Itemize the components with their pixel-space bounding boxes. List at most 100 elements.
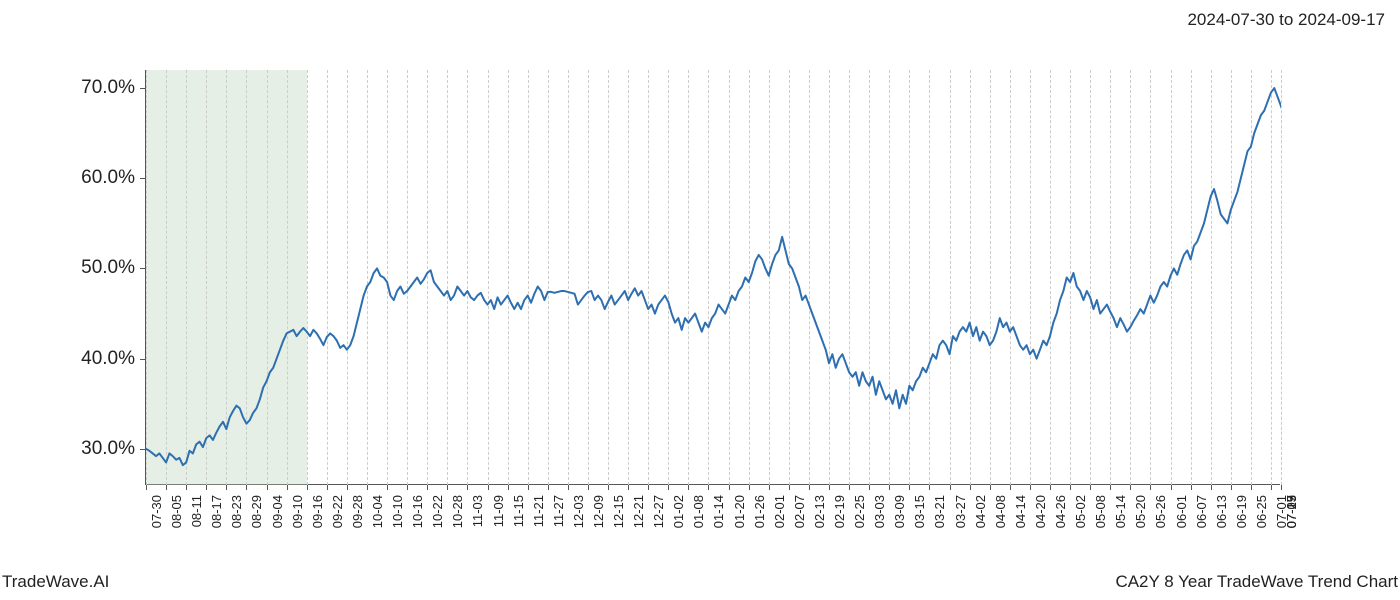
x-tick-label: 01-08 (691, 495, 706, 528)
x-tick-mark (1030, 485, 1031, 490)
chart-container: 30.0%40.0%50.0%60.0%70.0% 07-3008-0508-1… (145, 70, 1280, 485)
x-tick-label: 06-25 (1254, 495, 1269, 528)
x-tick-label: 04-14 (1013, 495, 1028, 528)
x-tick-mark (1150, 485, 1151, 490)
x-tick-mark (990, 485, 991, 490)
x-tick-mark (1110, 485, 1111, 490)
x-tick-mark (1090, 485, 1091, 490)
y-tick-mark (140, 178, 146, 179)
y-tick-mark (140, 268, 146, 269)
x-tick-label: 03-09 (892, 495, 907, 528)
x-tick-label: 02-19 (832, 495, 847, 528)
x-tick-mark (307, 485, 308, 490)
chart-title: CA2Y 8 Year TradeWave Trend Chart (1115, 572, 1398, 592)
x-tick-mark (407, 485, 408, 490)
x-tick-mark (1130, 485, 1131, 490)
x-tick-mark (206, 485, 207, 490)
x-tick-mark (387, 485, 388, 490)
x-tick-label: 05-14 (1113, 495, 1128, 528)
x-tick-mark (668, 485, 669, 490)
x-tick-label: 06-01 (1174, 495, 1189, 528)
x-tick-label: 09-28 (350, 495, 365, 528)
x-tick-label: 10-04 (370, 495, 385, 528)
x-tick-label: 05-20 (1133, 495, 1148, 528)
x-tick-mark (1171, 485, 1172, 490)
x-tick-mark (909, 485, 910, 490)
x-tick-label: 04-26 (1053, 495, 1068, 528)
x-tick-mark (1231, 485, 1232, 490)
x-tick-label: 05-26 (1153, 495, 1168, 528)
x-tick-label: 06-07 (1194, 495, 1209, 528)
x-tick-mark (1211, 485, 1212, 490)
plot-area (145, 70, 1280, 485)
line-chart-svg (146, 70, 1281, 485)
x-tick-mark (467, 485, 468, 490)
y-tick-mark (140, 449, 146, 450)
y-tick-mark (140, 359, 146, 360)
x-tick-mark (548, 485, 549, 490)
x-tick-mark (1271, 485, 1272, 490)
x-tick-label: 11-03 (470, 495, 485, 527)
x-tick-mark (528, 485, 529, 490)
x-tick-label: 10-22 (430, 495, 445, 528)
x-tick-label: 06-19 (1234, 495, 1249, 528)
x-tick-label: 01-26 (752, 495, 767, 528)
x-tick-mark (970, 485, 971, 490)
y-tick-label: 50.0% (65, 257, 135, 279)
x-tick-mark (729, 485, 730, 490)
x-tick-label: 12-27 (651, 495, 666, 528)
x-tick-mark (688, 485, 689, 490)
x-tick-label: 04-02 (973, 495, 988, 528)
x-tick-label: 03-21 (932, 495, 947, 528)
x-tick-label: 03-15 (912, 495, 927, 528)
x-tick-mark (246, 485, 247, 490)
x-tick-label: 02-07 (792, 495, 807, 528)
x-tick-mark (367, 485, 368, 490)
x-tick-mark (789, 485, 790, 490)
x-tick-label: 11-27 (551, 495, 566, 527)
x-tick-label: 08-29 (249, 495, 264, 528)
x-tick-label: 09-10 (290, 495, 305, 528)
x-tick-mark (287, 485, 288, 490)
x-tick-mark (347, 485, 348, 490)
x-tick-mark (950, 485, 951, 490)
x-tick-label: 10-10 (390, 495, 405, 528)
watermark-left: TradeWave.AI (2, 572, 109, 592)
x-tick-mark (889, 485, 890, 490)
x-tick-label: 10-28 (450, 495, 465, 528)
y-tick-mark (140, 88, 146, 89)
x-tick-label: 02-13 (812, 495, 827, 528)
x-tick-mark (1050, 485, 1051, 490)
x-tick-mark (1191, 485, 1192, 490)
x-tick-mark (447, 485, 448, 490)
x-tick-label: 05-02 (1073, 495, 1088, 528)
x-tick-mark (869, 485, 870, 490)
x-tick-label: 04-20 (1033, 495, 1048, 528)
x-tick-mark (769, 485, 770, 490)
x-tick-mark (588, 485, 589, 490)
x-tick-label: 03-03 (872, 495, 887, 528)
y-tick-label: 60.0% (65, 167, 135, 189)
x-tick-label: 12-21 (631, 495, 646, 528)
x-tick-mark (749, 485, 750, 490)
x-tick-mark (508, 485, 509, 490)
x-tick-mark (146, 485, 147, 490)
x-tick-label: 03-27 (953, 495, 968, 528)
x-tick-mark (1010, 485, 1011, 490)
x-tick-label: 09-16 (310, 495, 325, 528)
x-tick-label: 02-01 (772, 495, 787, 528)
x-tick-mark (327, 485, 328, 490)
x-tick-label: 06-13 (1214, 495, 1229, 528)
x-tick-mark (608, 485, 609, 490)
x-tick-mark (1281, 485, 1282, 490)
x-tick-label: 09-04 (270, 495, 285, 528)
x-tick-mark (849, 485, 850, 490)
x-tick-label: 07-30 (149, 495, 164, 528)
x-tick-label: 12-15 (611, 495, 626, 528)
x-tick-label: 01-14 (711, 495, 726, 528)
x-tick-mark (568, 485, 569, 490)
x-tick-mark (267, 485, 268, 490)
x-tick-mark (929, 485, 930, 490)
x-tick-mark (1070, 485, 1071, 490)
x-tick-label: 08-23 (229, 495, 244, 528)
